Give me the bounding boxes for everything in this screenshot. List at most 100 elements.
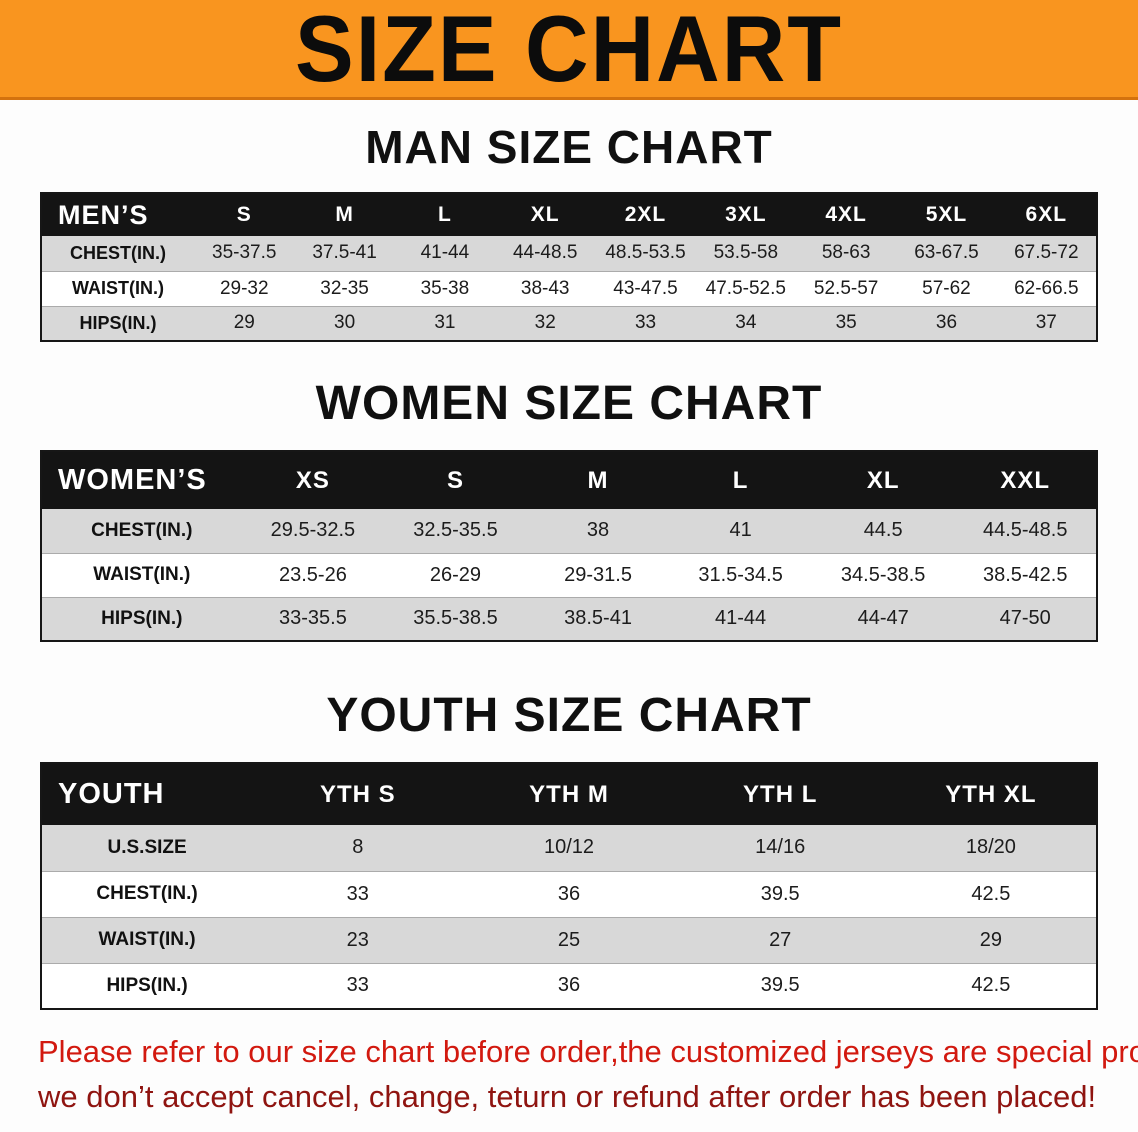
- measurement-row: CHEST(IN.) 33 36 39.5 42.5: [41, 871, 1097, 917]
- size-column-header: XXL: [954, 451, 1097, 509]
- measurement-value: 18/20: [965, 836, 1016, 859]
- table-group-label: WOMEN’S: [41, 451, 242, 509]
- measurement-value: 41-44: [420, 242, 470, 264]
- measurement-value: 44.5: [863, 519, 903, 542]
- measurement-label: WAIST(IN.): [72, 278, 165, 298]
- measurement-value: 25: [557, 928, 581, 951]
- measurement-value: 53.5-58: [713, 242, 779, 264]
- size-column-header: YTH M: [463, 763, 675, 825]
- measurement-value: 58-63: [821, 242, 871, 264]
- measurement-value: 29: [979, 928, 1003, 951]
- measurement-value: 43-47.5: [613, 277, 678, 299]
- measurement-value: 37: [1035, 312, 1057, 334]
- measurement-value: 36: [557, 882, 581, 905]
- measurement-value: 29-31.5: [564, 563, 632, 586]
- measurement-value: 35-38: [420, 277, 470, 299]
- table-header-row: MEN’S S M L XL 2XL 3XL 4XL 5XL 6XL: [41, 193, 1097, 236]
- footer-note: Please refer to our size chart before or…: [38, 1030, 1138, 1120]
- youth-size-table: YOUTH YTH S YTH M YTH L YTH XL U.S.SIZE 8 10/12…: [40, 762, 1098, 1010]
- measurement-row: WAIST(IN.) 29-32 32-35 35-38 38-43 43-47.5 47.…: [41, 271, 1097, 306]
- measurement-value: 14/16: [755, 836, 806, 859]
- measurement-label: HIPS(IN.): [106, 974, 188, 996]
- measurement-value: 35: [835, 312, 857, 334]
- measurement-value: 38: [586, 519, 610, 542]
- measurement-value: 8: [352, 836, 364, 859]
- measurement-value: 35.5-38.5: [413, 607, 498, 630]
- measurement-label: CHEST(IN.): [96, 883, 198, 904]
- size-column-header: XS: [241, 451, 385, 509]
- measurement-value: 36: [557, 974, 581, 997]
- size-column-header: S: [194, 193, 295, 236]
- size-column-header: S: [384, 451, 527, 509]
- measurement-value: 32.5-35.5: [413, 519, 498, 542]
- measurement-value: 32: [534, 312, 556, 334]
- size-column-header: XL: [495, 193, 596, 236]
- measurement-value: 26-29: [429, 563, 482, 586]
- measurement-value: 33: [346, 882, 369, 905]
- measurement-row: WAIST(IN.) 23.5-26 26-29 29-31.5 31.5-34.5 34…: [41, 553, 1097, 597]
- size-chart-banner: SIZE CHART: [0, 0, 1138, 100]
- measurement-value: 67.5-72: [1014, 242, 1079, 264]
- measurement-value: 27: [769, 928, 792, 951]
- measurement-value: 44-47: [857, 607, 909, 630]
- measurement-value: 62-66.5: [1014, 277, 1079, 299]
- measurement-row: CHEST(IN.) 35-37.5 37.5-41 41-44 44-48.5 48.5…: [41, 236, 1097, 271]
- measurement-value: 36: [935, 312, 958, 334]
- size-column-header: 4XL: [795, 193, 897, 236]
- size-column-header: 6XL: [996, 193, 1097, 236]
- size-column-header: XL: [811, 451, 955, 509]
- measurement-value: 39.5: [760, 882, 800, 905]
- size-column-header: L: [669, 451, 812, 509]
- measurement-label: WAIST(IN.): [98, 929, 196, 950]
- size-column-header: L: [394, 193, 496, 236]
- measurement-value: 32-35: [320, 277, 369, 299]
- measurement-row: CHEST(IN.) 29.5-32.5 32.5-35.5 38 41 44.5 44.5…: [41, 509, 1097, 553]
- women-section-heading: WOMEN SIZE CHART: [315, 377, 823, 430]
- women-size-table: WOMEN’S XS S M L XL XXL CHEST(IN.) 29.5-32.5 32.5…: [40, 450, 1098, 642]
- measurement-value: 39.5: [760, 974, 800, 997]
- footer-note-line1: Please refer to our size chart before or…: [38, 1034, 1138, 1069]
- measurement-row: U.S.SIZE 8 10/12 14/16 18/20: [41, 825, 1097, 871]
- measurement-value: 29-32: [219, 277, 269, 299]
- size-column-header: YTH XL: [885, 763, 1097, 825]
- measurement-value: 41: [729, 519, 752, 542]
- measurement-row: HIPS(IN.) 29 30 31 32 33 34 35 36 37: [41, 306, 1097, 341]
- youth-size-section: YOUTH SIZE CHART YOUTH YTH S YTH M YTH L YTH…: [0, 692, 1138, 1010]
- measurement-row: WAIST(IN.) 23 25 27 29: [41, 917, 1097, 963]
- measurement-value: 10/12: [543, 836, 595, 859]
- measurement-value: 37.5-41: [312, 242, 377, 264]
- footer-note-line2: we don’t accept cancel, change, teturn o…: [38, 1078, 1097, 1114]
- measurement-value: 34.5-38.5: [840, 563, 926, 586]
- table-header-row: WOMEN’S XS S M L XL XXL: [41, 451, 1097, 509]
- men-size-section: MAN SIZE CHART MEN’S S M L XL 2XL 3XL 4XL 5XL 6XL…: [0, 124, 1138, 342]
- measurement-label: HIPS(IN.): [101, 607, 183, 629]
- measurement-value: 34: [735, 312, 757, 334]
- measurement-value: 38-43: [520, 277, 570, 299]
- page-title: SIZE CHART: [295, 0, 843, 101]
- measurement-value: 31.5-34.5: [698, 563, 783, 586]
- measurement-label: U.S.SIZE: [107, 836, 187, 858]
- measurement-label: WAIST(IN.): [93, 564, 191, 585]
- size-column-header: 5XL: [896, 193, 997, 236]
- measurement-label: HIPS(IN.): [79, 312, 157, 333]
- measurement-value: 35-37.5: [212, 242, 277, 264]
- youth-section-heading: YOUTH SIZE CHART: [326, 689, 812, 742]
- measurement-value: 41-44: [715, 607, 767, 630]
- measurement-value: 33: [346, 974, 369, 997]
- measurement-value: 23.5-26: [278, 563, 347, 586]
- measurement-value: 57-62: [922, 277, 971, 299]
- size-column-header: YTH S: [252, 763, 464, 825]
- measurement-value: 33-35.5: [278, 607, 347, 630]
- women-size-section: WOMEN SIZE CHART WOMEN’S XS S M L XL XXL CHEST(…: [0, 380, 1138, 642]
- measurement-value: 42.5: [971, 974, 1011, 997]
- measurement-value: 63-67.5: [914, 242, 979, 264]
- table-group-label: MEN’S: [41, 193, 195, 236]
- size-column-header: 3XL: [695, 193, 796, 236]
- size-column-header: M: [526, 451, 670, 509]
- measurement-value: 31: [434, 312, 456, 334]
- measurement-label: CHEST(IN.): [91, 519, 193, 541]
- table-group-label: YOUTH: [41, 763, 253, 825]
- measurement-row: HIPS(IN.) 33 36 39.5 42.5: [41, 963, 1097, 1009]
- measurement-value: 30: [334, 312, 356, 334]
- measurement-value: 38.5-42.5: [982, 563, 1068, 586]
